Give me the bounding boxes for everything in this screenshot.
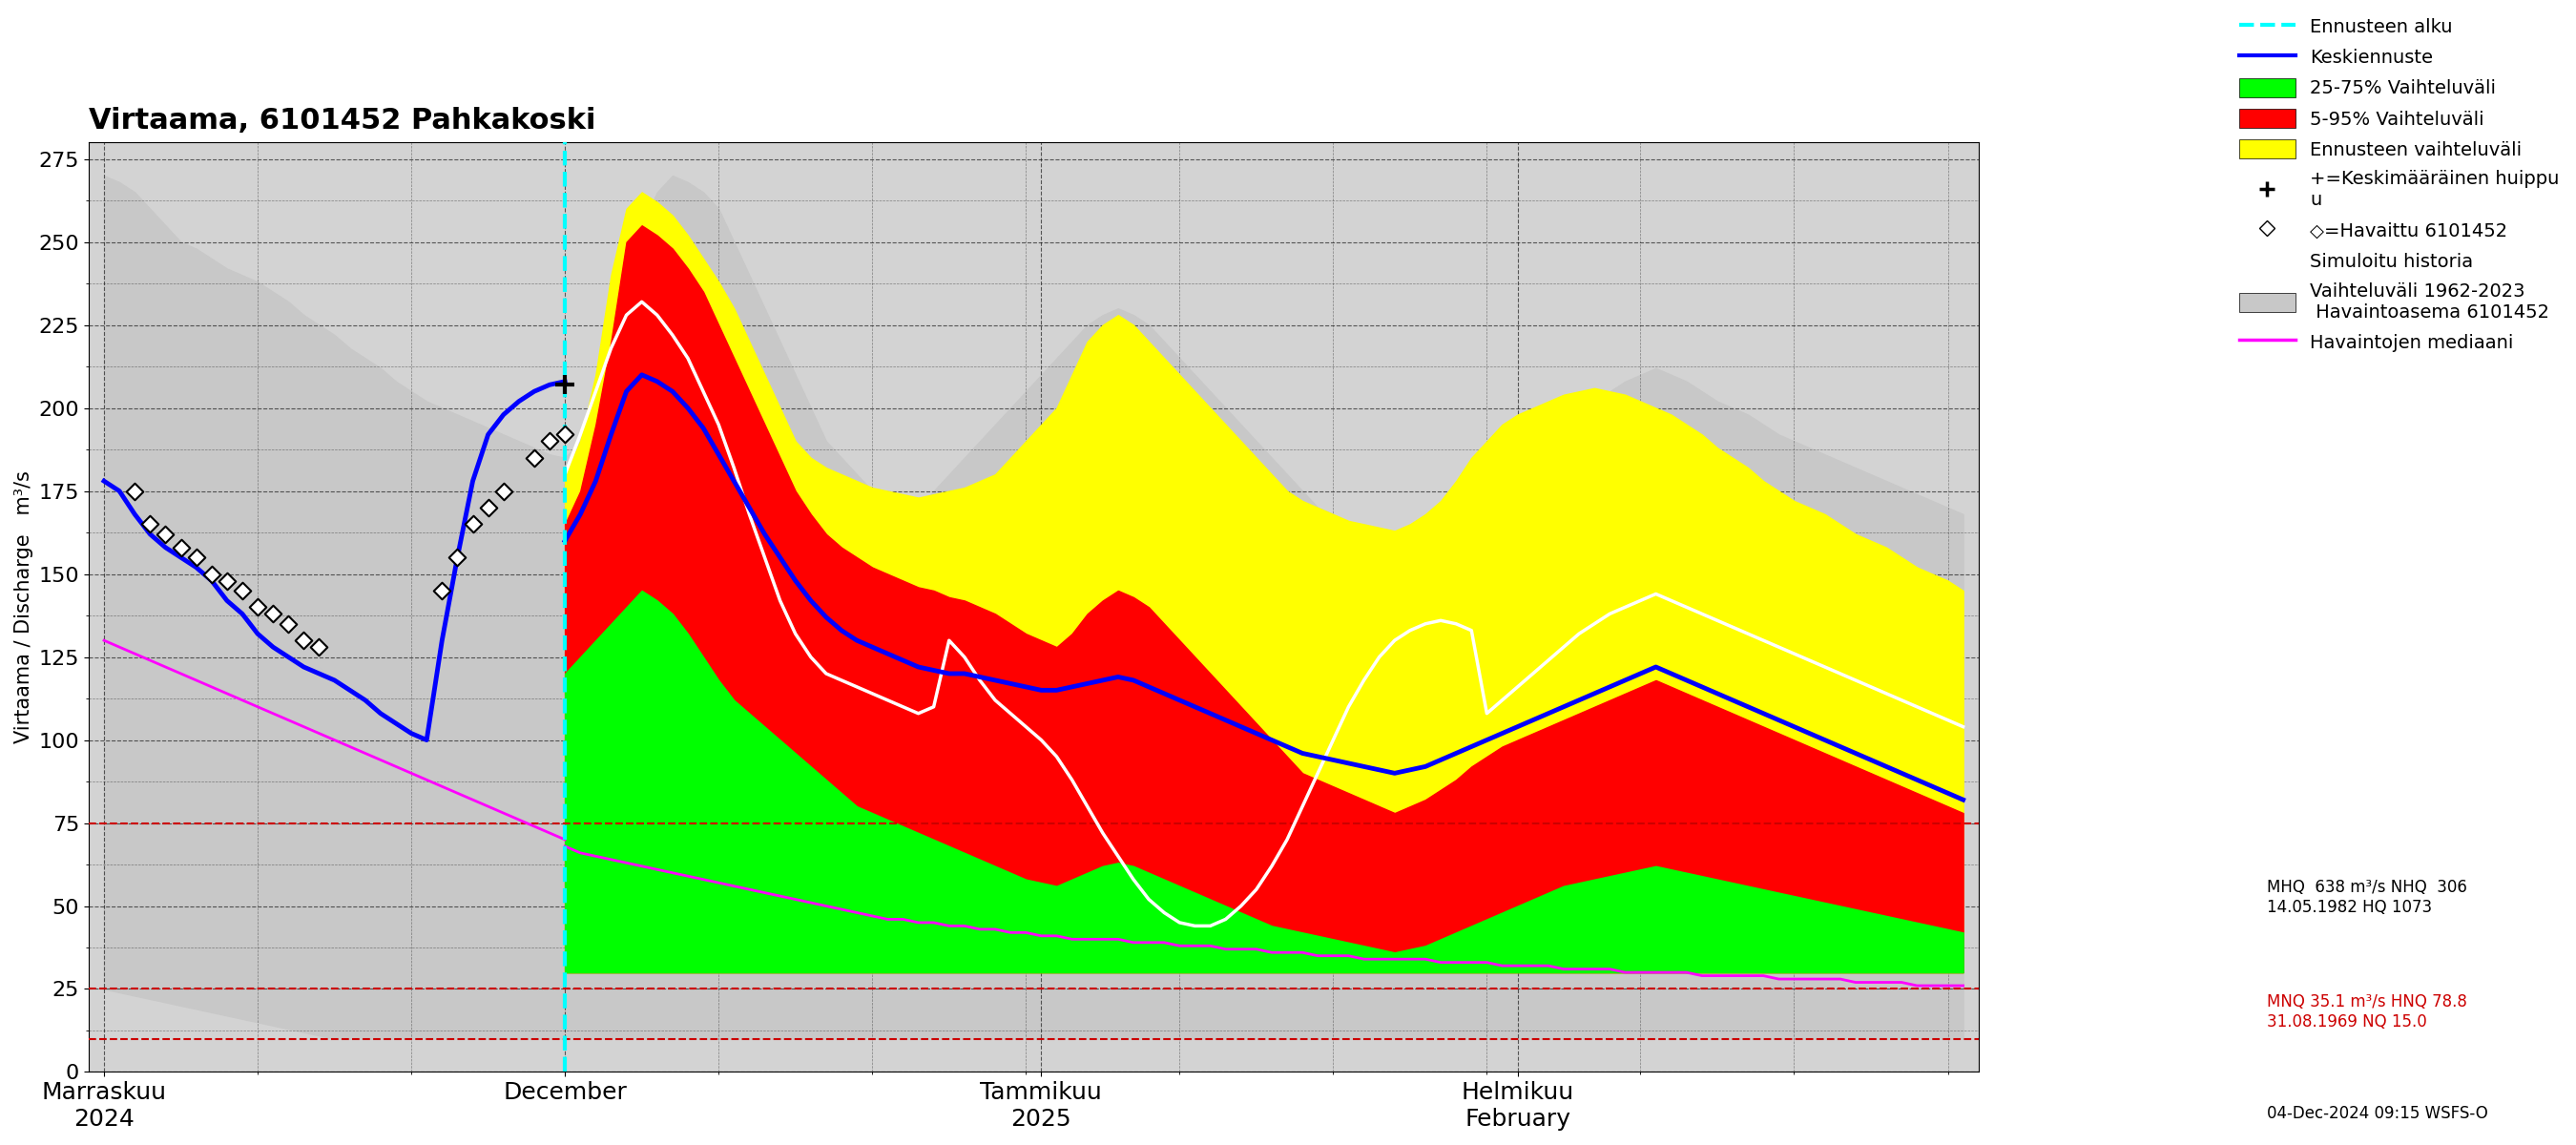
Point [283,631,325,649]
Point [513,449,554,467]
Point [175,548,216,567]
Point [252,605,294,623]
Point [466,498,507,516]
Point [528,432,569,450]
Point [482,482,523,500]
Point [438,548,479,567]
Y-axis label: Virtaama / Discharge   m³/s: Virtaama / Discharge m³/s [15,471,33,743]
Point [144,526,185,544]
Point [544,426,585,444]
Text: 04-Dec-2024 09:15 WSFS-O: 04-Dec-2024 09:15 WSFS-O [2267,1105,2488,1122]
Point [191,564,232,583]
Point [237,598,278,616]
Text: MNQ 35.1 m³/s HNQ 78.8
31.08.1969 NQ 15.0: MNQ 35.1 m³/s HNQ 78.8 31.08.1969 NQ 15.… [2267,994,2468,1030]
Text: Virtaama, 6101452 Pahkakoski: Virtaama, 6101452 Pahkakoski [88,108,595,135]
Point [268,615,309,633]
Point [206,571,247,590]
Point [299,638,340,656]
Text: MHQ  638 m³/s NHQ  306
14.05.1982 HQ 1073: MHQ 638 m³/s NHQ 306 14.05.1982 HQ 1073 [2267,879,2468,916]
Point [113,482,155,500]
Point [422,582,464,600]
Point [160,538,201,556]
Legend: Ennusteen alku, Keskiennuste, 25-75% Vaihteluväli, 5-95% Vaihteluväli, Ennusteen: Ennusteen alku, Keskiennuste, 25-75% Vai… [2231,9,2566,360]
Point [222,582,263,600]
Point [453,515,495,534]
Point [129,515,170,534]
